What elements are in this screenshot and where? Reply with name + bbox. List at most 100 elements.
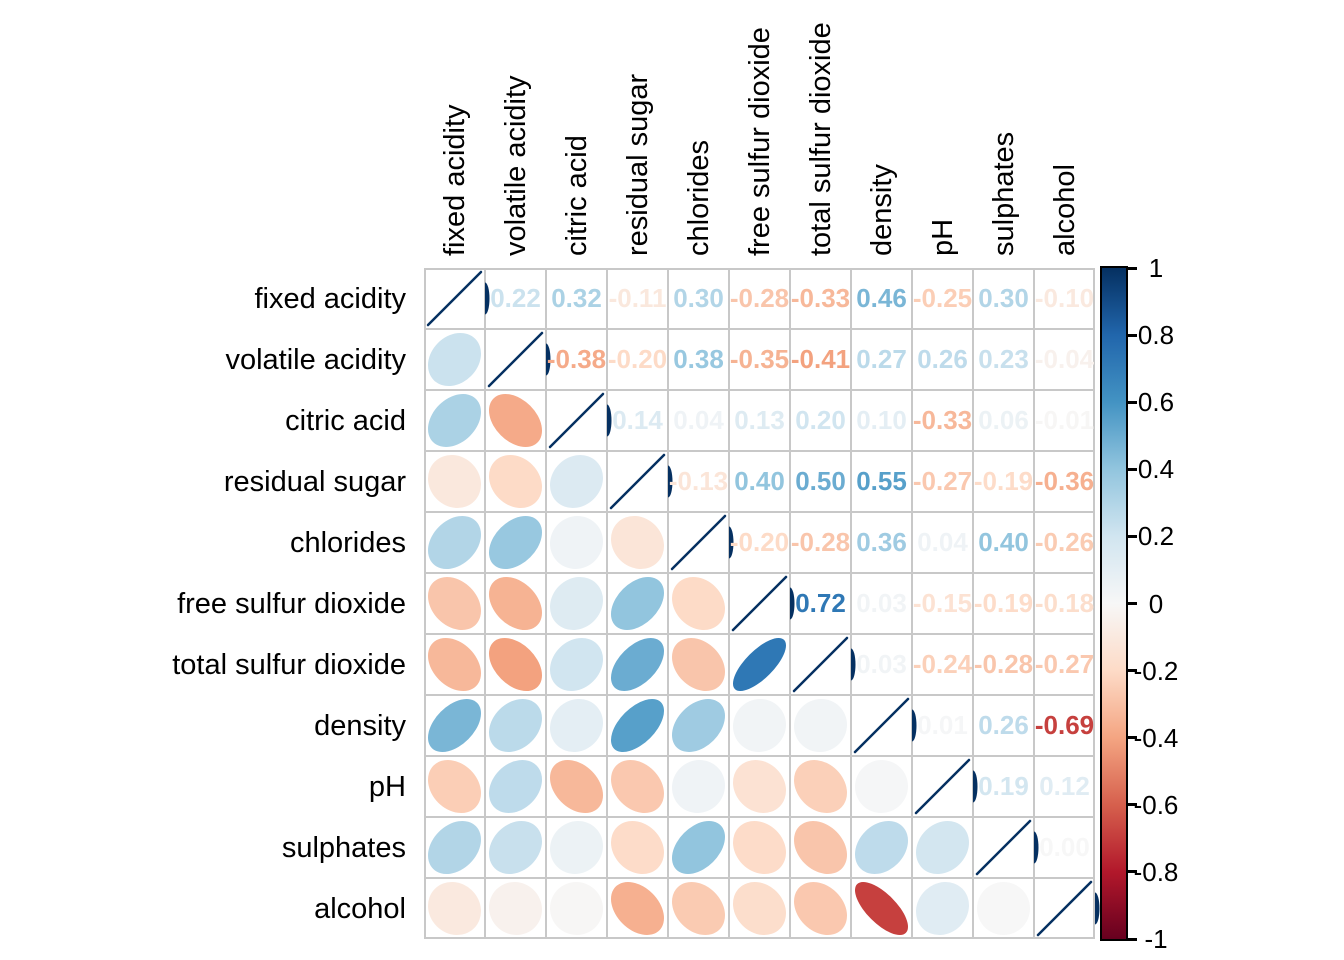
diagonal-marker [729,526,734,559]
correlation-value: -0.27 [912,466,973,496]
colorbar-tick-label: -0.2 [1133,655,1179,686]
correlation-ellipse [611,882,664,935]
correlation-value: -0.04 [1034,344,1095,374]
colorbar-tick-label: -1 [1144,924,1168,954]
correlation-ellipse [428,516,481,569]
colorbar-tick-label: 0.4 [1137,454,1175,485]
correlation-ellipse [977,882,1030,935]
correlation-ellipse [855,882,908,935]
correlation-ellipse [489,455,542,508]
correlation-ellipse [550,638,603,691]
correlation-value: 0.32 [551,283,602,313]
correlation-ellipse [854,820,909,875]
column-label: density [865,164,898,256]
correlation-value: -0.33 [790,283,851,313]
correlation-value: 0.40 [734,466,785,496]
correlation-ellipse [428,333,481,386]
correlation-ellipse [488,759,543,814]
correlation-ellipse [427,393,482,448]
diagonal-marker [668,465,673,498]
correlation-value: 0.38 [673,344,724,374]
correlation-value: -0.27 [1034,649,1095,679]
colorbar-tick-label: 0 [1148,588,1164,619]
correlation-ellipse [671,820,726,875]
correlation-value: 0.46 [856,283,907,313]
colorbar-tick [1128,467,1137,471]
correlation-ellipse [549,576,604,631]
row-label: fixed acidity [254,282,406,315]
correlation-ellipse [489,577,542,630]
diagonal-marker [546,343,551,376]
diagonal-unit-line [548,392,605,449]
colorbar-tick [1128,400,1137,404]
correlation-ellipse [489,882,542,935]
colorbar-tick-label: 1 [1148,253,1164,283]
colorbar-tick [1128,266,1137,270]
correlation-ellipse [610,637,665,692]
colorbar-tick [1128,534,1137,538]
diagonal-marker [485,282,490,315]
row-label: chlorides [289,526,406,559]
row-label: free sulfur dioxide [177,587,406,620]
correlation-ellipse [793,820,848,875]
colorbar-tick-label: 0.6 [1137,387,1175,418]
correlation-value: 0.00 [1039,832,1090,862]
correlation-value: 0.20 [795,405,846,435]
correlation-value: 0.50 [795,466,846,496]
correlation-ellipse [488,393,543,448]
correlation-ellipse [550,699,603,752]
row-label: sulphates [281,831,406,864]
correlation-value: 0.26 [978,710,1029,740]
correlation-value: -0.38 [546,344,607,374]
correlation-value: 0.26 [917,344,968,374]
correlation-ellipse [916,882,969,935]
correlation-value: -0.28 [973,649,1034,679]
column-label: residual sugar [621,73,654,256]
correlation-value: 0.27 [856,344,907,374]
colorbar-tick-label: -0.8 [1133,856,1179,887]
column-label: alcohol [1048,164,1081,256]
diagonal-marker [790,587,795,620]
row-label: total sulfur dioxide [172,648,406,681]
correlation-ellipse [672,577,725,630]
diagonal-unit-line [731,575,788,632]
diagonal-marker [912,709,917,742]
diagonal-unit-line [670,514,727,571]
diagonal-unit-line [609,453,666,510]
correlation-value: -0.10 [1034,283,1095,313]
correlation-value: 0.23 [978,344,1029,374]
correlation-ellipse [488,515,543,570]
correlation-ellipse [671,637,726,692]
correlation-value: -0.26 [1034,527,1095,557]
colorbar-tick [1128,602,1137,605]
correlation-ellipse [672,699,725,752]
correlation-ellipse [550,760,603,813]
correlation-value: -0.19 [973,466,1034,496]
correlation-value: 0.19 [978,771,1029,801]
diagonal-unit-line [914,758,971,815]
column-label: fixed acidity [438,104,471,256]
colorbar-tick-label: -0.6 [1133,789,1179,820]
column-label: sulphates [987,131,1020,256]
correlation-ellipse [428,821,481,874]
correlation-ellipse [611,699,664,752]
colorbar-tick [1128,803,1137,807]
correlation-value: 0.72 [795,588,846,618]
correlation-ellipse [550,821,603,874]
correlation-ellipse [428,882,481,935]
column-label: total sulfur dioxide [804,22,837,256]
correlation-ellipse [549,881,604,936]
correlation-value: 0.36 [856,527,907,557]
colorbar-tick [1128,669,1137,673]
correlation-ellipse [610,576,665,631]
colorbar-tick [1128,736,1137,740]
correlation-value: 0.12 [1039,771,1090,801]
correlation-ellipse [549,454,604,509]
correlation-value: 0.10 [856,405,907,435]
diagonal-marker [1095,892,1100,925]
correlation-value: -0.69 [1034,710,1095,740]
colorbar-tick [1128,333,1137,337]
correlation-value: 0.40 [978,527,1029,557]
correlation-ellipse [610,820,665,875]
colorbar-tick [1128,870,1137,874]
